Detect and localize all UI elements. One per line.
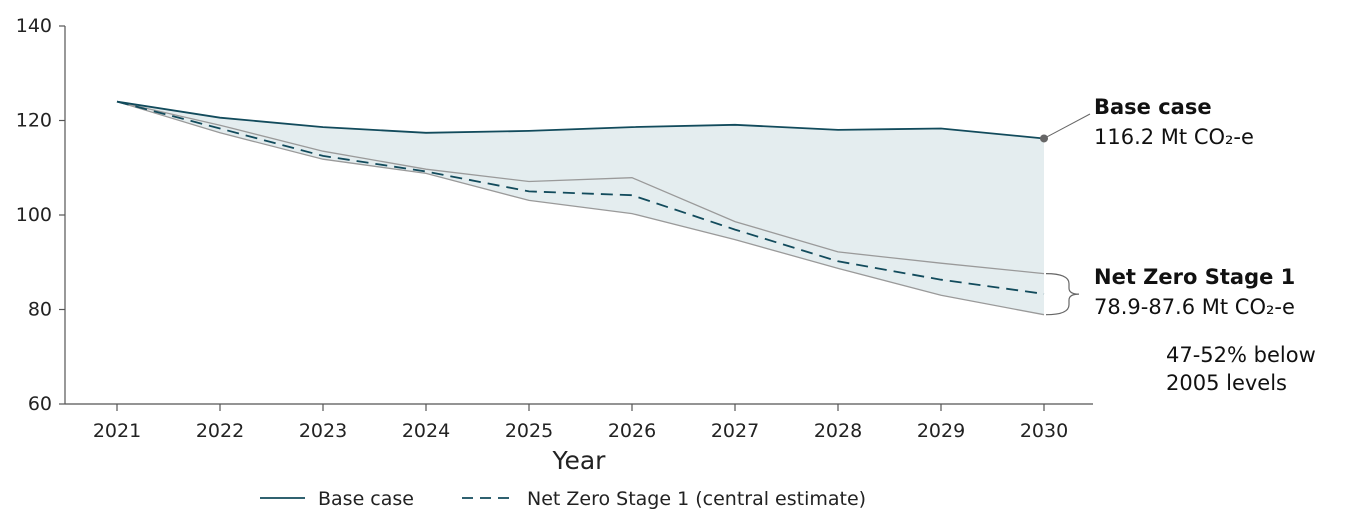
net-zero-range-brace <box>1045 272 1080 316</box>
net-zero-title: Net Zero Stage 1 <box>1094 265 1295 289</box>
legend-net-zero-label: Net Zero Stage 1 (central estimate) <box>527 488 866 510</box>
x-tick-label: 2028 <box>814 420 862 442</box>
annotations: Base case 116.2 Mt CO₂-e Net Zero Stage … <box>1040 95 1316 395</box>
net-zero-value: 78.9-87.6 Mt CO₂-e <box>1094 295 1295 319</box>
range-lower-line <box>116 100 1045 316</box>
y-tick-label: 60 <box>28 393 52 415</box>
x-tick-label: 2027 <box>711 420 759 442</box>
y-ticks: 60 80 100 120 140 <box>16 15 65 415</box>
base-case-leader-line <box>1043 113 1091 139</box>
series-layer <box>116 100 1045 295</box>
x-tick-label: 2030 <box>1020 420 1068 442</box>
range-band <box>116 100 1045 316</box>
net-zero-note-line1: 47-52% below <box>1166 343 1316 367</box>
gap-fill-path <box>117 101 1044 315</box>
x-tick-label: 2026 <box>608 420 656 442</box>
y-tick-label: 100 <box>16 204 52 226</box>
x-axis: 2021 2022 2023 2024 2025 2026 2027 2028 2029 2030… <box>65 403 1093 475</box>
x-tick-label: 2029 <box>917 420 965 442</box>
base-case-end-dot <box>1040 134 1048 143</box>
y-axis: 60 80 100 120 140 <box>16 15 66 415</box>
gap-fill-area <box>117 101 1044 315</box>
range-upper-line <box>116 100 1045 275</box>
legend: Base case Net Zero Stage 1 (central esti… <box>260 488 866 510</box>
y-tick-label: 140 <box>16 15 52 37</box>
x-axis-title: Year <box>552 446 607 475</box>
series-line-base-case <box>116 100 1045 140</box>
y-tick-label: 80 <box>28 299 52 321</box>
x-tick-label: 2024 <box>402 420 450 442</box>
base-case-value: 116.2 Mt CO₂-e <box>1094 125 1254 149</box>
x-ticks: 2021 2022 2023 2024 2025 2026 2027 2028 2029 2030 <box>93 404 1068 442</box>
legend-base-case-label: Base case <box>318 488 414 510</box>
net-zero-note-line2: 2005 levels <box>1166 371 1287 395</box>
series-line-net-zero <box>116 100 1045 295</box>
x-tick-label: 2023 <box>299 420 347 442</box>
base-case-title: Base case <box>1094 95 1212 119</box>
x-tick-label: 2025 <box>505 420 553 442</box>
x-tick-label: 2022 <box>196 420 244 442</box>
y-tick-label: 120 <box>16 110 52 132</box>
x-tick-label: 2021 <box>93 420 141 442</box>
